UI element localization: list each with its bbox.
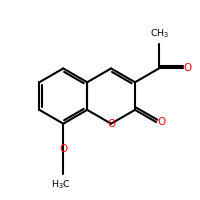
- Text: H$_3$C: H$_3$C: [51, 178, 71, 191]
- Text: O: O: [157, 117, 165, 127]
- Text: O: O: [184, 63, 192, 73]
- Text: O: O: [107, 119, 115, 129]
- Text: O: O: [59, 144, 68, 154]
- Text: CH$_3$: CH$_3$: [150, 28, 170, 40]
